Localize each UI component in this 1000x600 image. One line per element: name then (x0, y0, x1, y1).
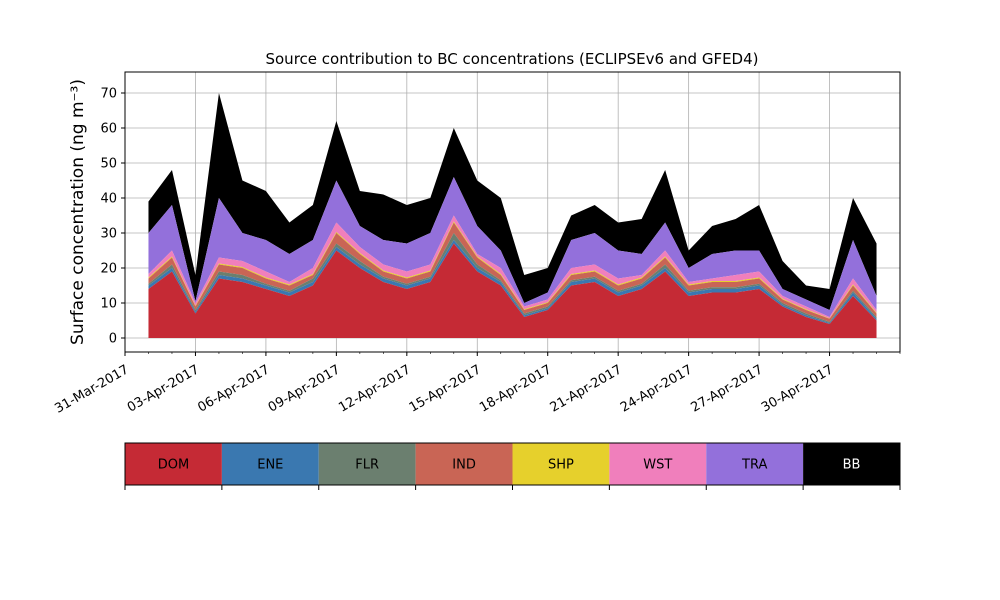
y-tick-label: 50 (100, 157, 117, 172)
legend-swatch-ene (221, 443, 319, 485)
y-tick-label: 20 (100, 262, 117, 277)
legend-label-tra: TRA (741, 458, 767, 473)
legend-swatch-dom (125, 443, 222, 485)
y-tick-label: 0 (109, 332, 117, 347)
legend-label-bb: BB (843, 458, 861, 473)
legend-label-shp: SHP (548, 458, 574, 473)
y-tick-label: 40 (100, 192, 117, 207)
y-tick-label: 30 (100, 227, 117, 242)
y-tick-label: 10 (100, 297, 117, 312)
legend-label-wst: WST (643, 458, 672, 473)
chart-title: Source contribution to BC concentrations… (265, 50, 758, 68)
legend-label-dom: DOM (158, 458, 189, 473)
area-ene (148, 240, 877, 324)
legend-swatch-flr (318, 443, 416, 485)
y-axis: 0 10 20 30 40 50 60 70 (100, 87, 125, 347)
area-flr (148, 233, 877, 323)
legend-label-ene: ENE (257, 458, 283, 473)
stacked-areas (148, 93, 877, 338)
legend-label-ind: IND (452, 458, 476, 473)
legend-swatch-wst (609, 443, 707, 485)
legend-swatch-ind (415, 443, 513, 485)
area-tra (148, 177, 877, 317)
legend: DOM ENE FLR IND SHP WST TRA BB (124, 442, 901, 490)
legend-swatch-shp (512, 443, 610, 485)
area-ind (148, 222, 877, 322)
plot-frame (124, 71, 901, 353)
area-wst (148, 215, 877, 319)
y-axis-label: Surface concentration (ng m⁻³) (68, 79, 88, 345)
area-bb (148, 93, 877, 310)
y-tick-label: 60 (100, 122, 117, 137)
legend-swatch-bb (803, 443, 900, 485)
legend-label-flr: FLR (355, 458, 379, 473)
legend-swatch-tra (706, 443, 804, 485)
area-dom (148, 243, 877, 338)
y-tick-label: 70 (100, 87, 117, 102)
